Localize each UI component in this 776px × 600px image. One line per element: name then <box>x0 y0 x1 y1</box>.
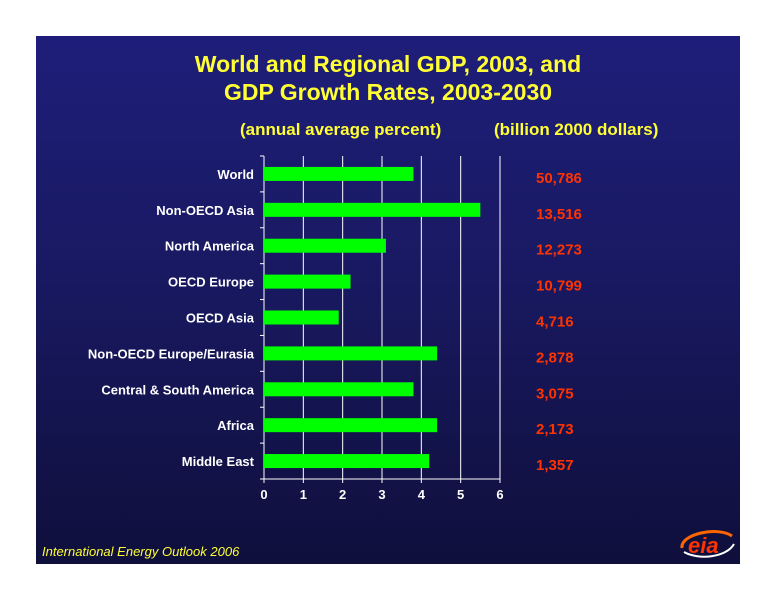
category-label: North America <box>165 239 255 254</box>
eia-logo-text: eia <box>688 533 719 558</box>
gdp-value-label: 50,786 <box>536 170 582 187</box>
bar <box>264 238 386 253</box>
category-label: Middle East <box>182 454 255 469</box>
chart-title: World and Regional GDP, 2003, and GDP Gr… <box>36 50 740 106</box>
category-label: Africa <box>217 418 255 433</box>
eia-logo: eia <box>680 530 735 558</box>
category-label: World <box>217 167 254 182</box>
gdp-value-label: 3,075 <box>536 385 574 402</box>
slide: World and Regional GDP, 2003, and GDP Gr… <box>36 36 740 564</box>
bar-chart: 0 1 2 3 4 5 6 World 50,786 Non-OECD Asia 13,516 Nor… <box>88 155 582 502</box>
bar <box>264 166 414 181</box>
bar <box>264 454 430 469</box>
category-label: Non-OECD Asia <box>156 203 255 218</box>
title-line-2: GDP Growth Rates, 2003-2030 <box>223 79 553 105</box>
gdp-value-label: 4,716 <box>536 314 574 331</box>
x-tick-label: 5 <box>457 487 464 502</box>
x-tick-label: 3 <box>378 487 385 502</box>
category-label: Non-OECD Europe/Eurasia <box>88 346 255 361</box>
gdp-value-label: 12,273 <box>536 242 582 259</box>
gdp-value-label: 2,878 <box>536 349 574 366</box>
x-tick-label: 4 <box>418 487 426 502</box>
bar <box>264 418 438 433</box>
gdp-value-label: 10,799 <box>536 278 582 295</box>
gdp-value-label: 1,357 <box>536 457 574 474</box>
bar <box>264 382 414 397</box>
category-label: Central & South America <box>101 382 254 397</box>
subtitle-growth-rate: (annual average percent) <box>240 120 442 139</box>
bar <box>264 346 438 361</box>
category-label: OECD Europe <box>168 275 254 290</box>
gdp-value-label: 13,516 <box>536 206 582 223</box>
category-label: OECD Asia <box>186 311 255 326</box>
bar <box>264 274 351 289</box>
bar <box>264 310 339 325</box>
footer-source: International Energy Outlook 2006 <box>42 544 240 559</box>
x-tick-label: 2 <box>339 487 346 502</box>
title-line-1: World and Regional GDP, 2003, and <box>194 51 582 77</box>
x-tick-label: 6 <box>496 487 503 502</box>
gdp-value-label: 2,173 <box>536 421 574 438</box>
x-tick-label: 0 <box>260 487 267 502</box>
bar <box>264 202 481 217</box>
subtitle-gdp: (billion 2000 dollars) <box>494 120 659 139</box>
x-tick-label: 1 <box>300 487 307 502</box>
